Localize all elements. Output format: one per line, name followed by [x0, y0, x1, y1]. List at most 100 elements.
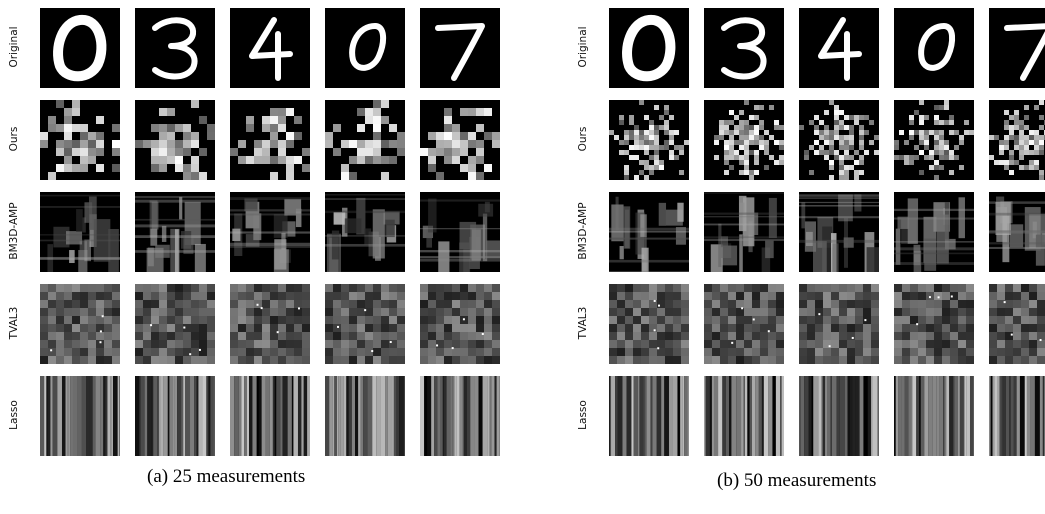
row-label-ours: Ours — [577, 126, 589, 152]
digit-image — [704, 284, 784, 364]
row-label-original: Original — [8, 26, 20, 68]
digit-image — [704, 192, 784, 272]
digit-image — [325, 376, 405, 456]
digit-image — [40, 284, 120, 364]
digit-image — [704, 376, 784, 456]
tile-b-original-4 — [989, 8, 1045, 88]
tile-a-lasso-3 — [325, 376, 405, 456]
tile-a-original-4 — [420, 8, 500, 88]
digit-image — [135, 195, 215, 272]
tile-b-bm3d-amp-3 — [894, 192, 974, 272]
tile-a-lasso-4 — [420, 376, 500, 456]
tile-b-ours-4 — [989, 100, 1045, 180]
digit-image — [989, 284, 1045, 364]
digit-image — [799, 194, 879, 272]
row-label-tval3: TVAL3 — [8, 306, 20, 340]
tile-a-tval3-2 — [230, 284, 310, 364]
tile-b-lasso-2 — [799, 376, 879, 456]
tile-a-ours-3 — [325, 100, 405, 180]
row-label-bm3d-amp: BM3D-AMP — [577, 202, 589, 260]
digit-image — [894, 100, 974, 180]
row-label-original: Original — [577, 26, 589, 68]
digit-image — [40, 376, 120, 456]
digit-image — [230, 376, 310, 456]
digit-image — [40, 100, 120, 180]
digit-image — [53, 15, 107, 82]
digit-image — [420, 284, 500, 364]
tile-a-ours-4 — [420, 100, 500, 180]
digit-image — [714, 100, 784, 180]
digit-image — [135, 100, 215, 180]
digit-image — [230, 108, 310, 180]
tile-a-tval3-1 — [135, 284, 215, 364]
digit-image — [989, 196, 1045, 266]
digit-image — [799, 376, 879, 456]
tile-a-lasso-2 — [230, 376, 310, 456]
tile-b-original-2 — [799, 8, 879, 88]
digit-image — [609, 376, 689, 456]
digit-image — [40, 194, 120, 272]
tile-a-original-3 — [325, 8, 405, 88]
row-label-ours: Ours — [8, 126, 20, 152]
digit-image — [894, 197, 974, 272]
row-label-lasso: Lasso — [577, 400, 589, 430]
caption-a: (a) 25 measurements — [147, 466, 306, 487]
tile-a-bm3d-amp-3 — [325, 192, 405, 272]
digit-image — [152, 17, 198, 80]
tile-b-bm3d-amp-0 — [609, 192, 689, 272]
digit-image — [622, 15, 676, 82]
tile-a-original-0 — [40, 8, 120, 88]
digit-image — [894, 284, 974, 364]
tile-b-lasso-0 — [609, 376, 689, 456]
tile-a-tval3-3 — [325, 284, 405, 364]
digit-image — [989, 100, 1045, 180]
tile-b-original-0 — [609, 8, 689, 88]
row-label-bm3d-amp: BM3D-AMP — [8, 202, 20, 260]
tile-b-ours-3 — [894, 100, 974, 180]
tile-a-bm3d-amp-4 — [420, 192, 500, 272]
tile-b-ours-2 — [799, 100, 879, 180]
tile-a-bm3d-amp-2 — [230, 192, 310, 272]
digit-image — [230, 197, 310, 272]
tile-a-original-1 — [135, 8, 215, 88]
tile-a-ours-1 — [135, 100, 215, 180]
tile-a-lasso-0 — [40, 376, 120, 456]
digit-image — [435, 23, 485, 81]
digit-image — [325, 100, 405, 180]
tile-a-bm3d-amp-1 — [135, 192, 215, 272]
tile-b-lasso-1 — [704, 376, 784, 456]
digit-image — [249, 17, 293, 81]
digit-image — [918, 23, 956, 71]
digit-image — [609, 100, 689, 180]
row-label-tval3: TVAL3 — [577, 306, 589, 340]
digit-image — [609, 284, 689, 364]
tile-b-tval3-4 — [989, 284, 1045, 364]
tile-b-bm3d-amp-4 — [989, 192, 1045, 272]
digit-image — [799, 284, 879, 364]
digit-image — [1004, 23, 1045, 81]
digit-image — [230, 284, 310, 364]
tile-b-tval3-2 — [799, 284, 879, 364]
tile-a-original-2 — [230, 8, 310, 88]
tile-a-bm3d-amp-0 — [40, 192, 120, 272]
digit-image — [609, 196, 689, 272]
digit-image — [989, 376, 1045, 456]
digit-image — [721, 17, 767, 80]
tile-b-bm3d-amp-2 — [799, 192, 879, 272]
tile-a-tval3-0 — [40, 284, 120, 364]
digit-image — [349, 23, 387, 71]
tile-b-ours-0 — [609, 100, 689, 180]
tile-b-lasso-4 — [989, 376, 1045, 456]
digit-image — [799, 100, 879, 180]
tile-b-tval3-3 — [894, 284, 974, 364]
tile-b-ours-1 — [704, 100, 784, 180]
digit-image — [420, 108, 500, 180]
tile-b-tval3-0 — [609, 284, 689, 364]
digit-image — [420, 198, 500, 272]
digit-image — [325, 284, 405, 364]
digit-image — [135, 376, 215, 456]
tile-a-ours-2 — [230, 100, 310, 180]
tile-b-lasso-3 — [894, 376, 974, 456]
tile-a-tval3-4 — [420, 284, 500, 364]
tile-b-bm3d-amp-1 — [704, 192, 784, 272]
